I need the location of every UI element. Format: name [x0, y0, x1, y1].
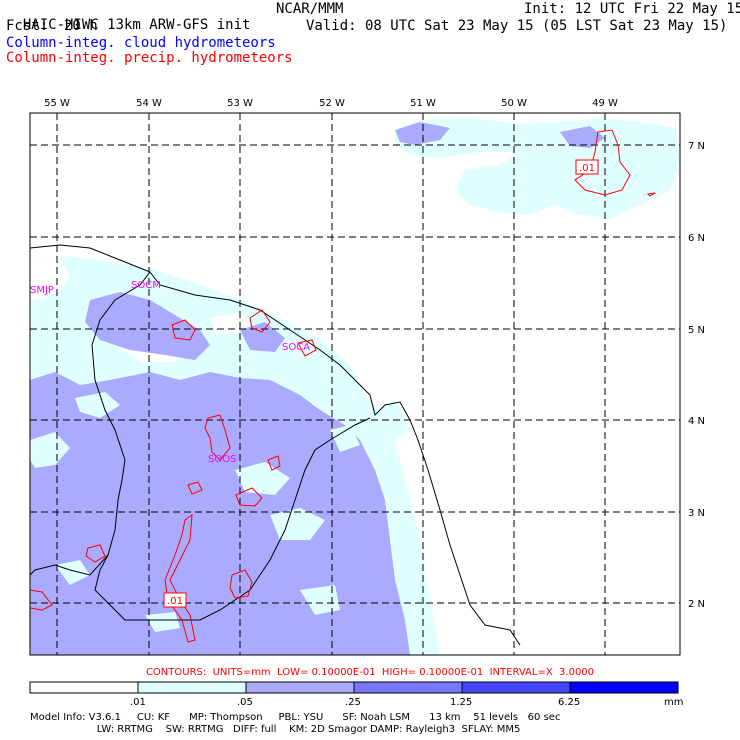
map-frame [29, 112, 681, 656]
station-label: SOCA [282, 342, 310, 353]
lat-label: 6 N [688, 233, 705, 244]
colorbar-tick: .25 [345, 697, 361, 708]
forecast-label: Fcst: [6, 18, 49, 34]
lon-label: 51 W [410, 98, 436, 109]
colorbar-tick: .01 [130, 697, 146, 708]
model-title: HAIC-HIWC 13km ARW-GFS init [22, 17, 251, 33]
lon-label: 52 W [319, 98, 345, 109]
valid-time: Valid: 08 UTC Sat 23 May 15 (05 LST Sat … [306, 18, 728, 34]
forecast-hours: 20 h [64, 18, 98, 34]
lon-label: 54 W [136, 98, 162, 109]
lat-label: 3 N [688, 508, 705, 519]
model-info-line1: Model Info: V3.6.1 CU: KF MP: Thompson P… [30, 712, 561, 723]
model-info-line2: LW: RRTMG SW: RRTMG DIFF: full KM: 2D Sm… [30, 724, 521, 735]
lat-label: 4 N [688, 416, 705, 427]
field-cloud-label: Column-integ. cloud hydrometeors [6, 35, 276, 51]
lat-label: 5 N [688, 325, 705, 336]
lat-label: 2 N [688, 599, 705, 610]
station-label: SOCM [131, 280, 161, 291]
field-precip-label: Column-integ. precip. hydrometeors [6, 50, 293, 66]
colorbar-tick: 6.25 [558, 697, 581, 708]
lon-labels: 55 W 54 W 53 W 52 W 51 W 50 W 49 W [44, 98, 618, 109]
station-label: SMJP [30, 285, 54, 296]
lon-label: 49 W [592, 98, 618, 109]
contour-info: CONTOURS: UNITS=mm LOW= 0.10000E-01 HIGH… [145, 667, 595, 678]
lon-label: 50 W [501, 98, 527, 109]
stations: SMJP SOCM SOCA SOOS [30, 280, 310, 465]
lat-label: 7 N [688, 141, 705, 152]
lat-lon-grid [30, 113, 680, 655]
init-time: Init: 12 UTC Fri 22 May 15 [524, 1, 740, 17]
colorbar-tick: 1.25 [450, 697, 473, 708]
cloud-shading-medium [30, 122, 605, 655]
plot-title: HAIC-HIWC 13km ARW-GFS init [6, 1, 251, 33]
colorbar-unit: mm [664, 697, 684, 708]
lon-label: 53 W [227, 98, 253, 109]
contour-value-label: .01 [167, 596, 183, 607]
org-label: NCAR/MMM [276, 1, 344, 17]
colorbar-tick: .05 [237, 697, 253, 708]
lon-label: 55 W [44, 98, 70, 109]
contour-value-label: .01 [579, 163, 595, 174]
lat-labels: 7 N 6 N 5 N 4 N 3 N 2 N [688, 141, 705, 610]
station-label: SOOS [208, 454, 236, 465]
colorbar [29, 681, 679, 694]
contour-value-labels: .01 .01 [163, 159, 599, 608]
cloud-holes [30, 392, 360, 632]
